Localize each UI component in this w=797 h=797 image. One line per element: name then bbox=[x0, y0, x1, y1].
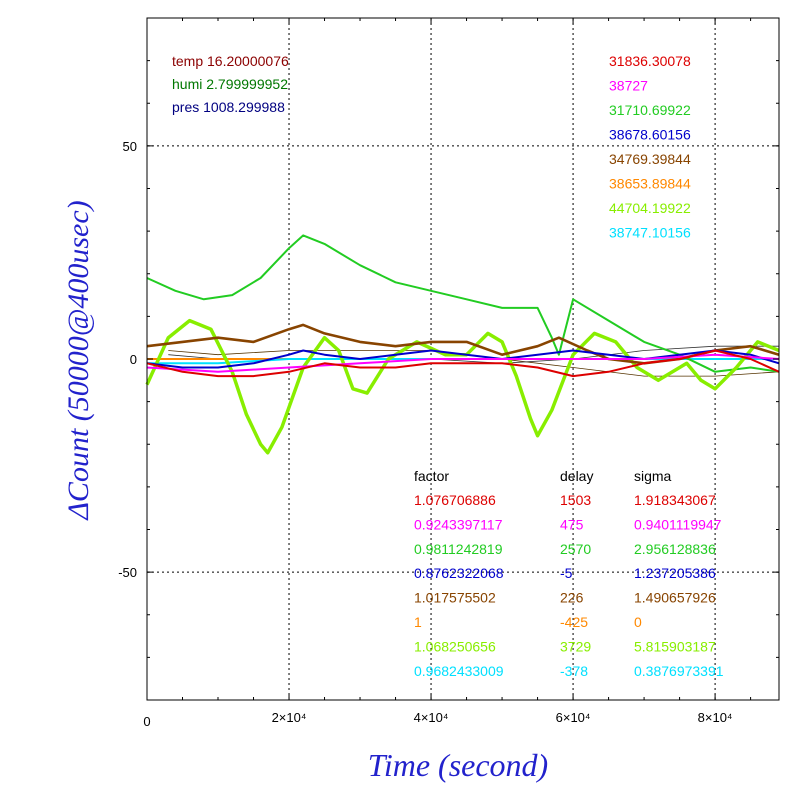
table-cell-sigma: 0.9401119947 bbox=[634, 516, 722, 532]
table-cell-delay: -378 bbox=[560, 663, 588, 679]
x-tick-label: 4×10⁴ bbox=[414, 710, 449, 725]
series-baseline-value: 31710.69922 bbox=[609, 102, 691, 118]
table-cell-delay: -5 bbox=[560, 565, 573, 581]
table-header-sigma: sigma bbox=[634, 468, 672, 484]
series-baseline-value: 38727 bbox=[609, 78, 648, 94]
environment-readings: temp 16.20000076 humi 2.799999952 pres 100… bbox=[172, 53, 289, 115]
table-cell-factor: 1.068250656 bbox=[414, 638, 496, 654]
x-tick-label: 0 bbox=[143, 714, 150, 729]
table-header-factor: factor bbox=[414, 468, 449, 484]
series-line bbox=[146, 349, 780, 378]
baseline-values: 31836.30078 38727 31710.69922 38678.60156 34… bbox=[609, 53, 691, 241]
environment-reading: humi 2.799999952 bbox=[172, 76, 288, 92]
table-cell-sigma: 0 bbox=[634, 614, 642, 630]
table-cell-factor: 0.9811242819 bbox=[414, 541, 503, 557]
table-cell-factor: 1 bbox=[414, 614, 422, 630]
table-cell-factor: 0.9682433009 bbox=[414, 663, 504, 679]
series-baseline-value: 38678.60156 bbox=[609, 127, 691, 143]
table-cell-sigma: 1.237205386 bbox=[634, 565, 716, 581]
x-tick-label: 2×10⁴ bbox=[272, 710, 307, 725]
table-header-delay: delay bbox=[560, 468, 593, 484]
y-tick-label: 0 bbox=[130, 352, 137, 367]
table-cell-factor: 1.017575502 bbox=[414, 590, 496, 606]
table-cell-sigma: 5.815903187 bbox=[634, 638, 716, 654]
x-axis-label: Time (second) bbox=[368, 747, 548, 783]
table-cell-delay: 1503 bbox=[560, 492, 591, 508]
table-cell-delay: 2570 bbox=[560, 541, 591, 557]
series-line bbox=[146, 353, 780, 373]
table-cell-sigma: 1.918343067 bbox=[634, 492, 716, 508]
environment-reading: temp 16.20000076 bbox=[172, 53, 289, 69]
table-cell-sigma: 0.3876973391 bbox=[634, 663, 724, 679]
series-line bbox=[146, 349, 780, 369]
series-baseline-value: 31836.30078 bbox=[609, 53, 691, 69]
table-cell-delay: 3729 bbox=[560, 638, 591, 654]
series-baseline-value: 38653.89844 bbox=[609, 176, 691, 192]
table-cell-factor: 0.8762322068 bbox=[414, 565, 504, 581]
table-cell-delay: 226 bbox=[560, 590, 584, 606]
series-layer bbox=[145, 234, 780, 455]
series-line bbox=[146, 234, 780, 373]
table-cell-sigma: 2.956128836 bbox=[634, 541, 716, 557]
y-tick-label: 50 bbox=[123, 139, 137, 154]
series-baseline-value: 44704.19922 bbox=[609, 200, 691, 216]
y-tick-label: -50 bbox=[118, 565, 137, 580]
table-cell-factor: 1.076706886 bbox=[414, 492, 496, 508]
x-tick-label: 8×10⁴ bbox=[698, 710, 733, 725]
environment-reading: pres 1008.299988 bbox=[172, 99, 285, 115]
table-cell-sigma: 1.490657926 bbox=[634, 590, 716, 606]
series-baseline-value: 38747.10156 bbox=[609, 225, 691, 241]
x-tick-label: 6×10⁴ bbox=[556, 710, 591, 725]
table-cell-factor: 0.9243397117 bbox=[414, 516, 503, 532]
y-axis-label: ΔCount (50000@400usec) bbox=[62, 200, 95, 520]
series-baseline-value: 34769.39844 bbox=[609, 151, 691, 167]
factor-table: factor delay sigma 1.076706886 1503 1.9183430… bbox=[414, 468, 724, 679]
table-cell-delay: -425 bbox=[560, 614, 588, 630]
table-cell-delay: 475 bbox=[560, 516, 584, 532]
